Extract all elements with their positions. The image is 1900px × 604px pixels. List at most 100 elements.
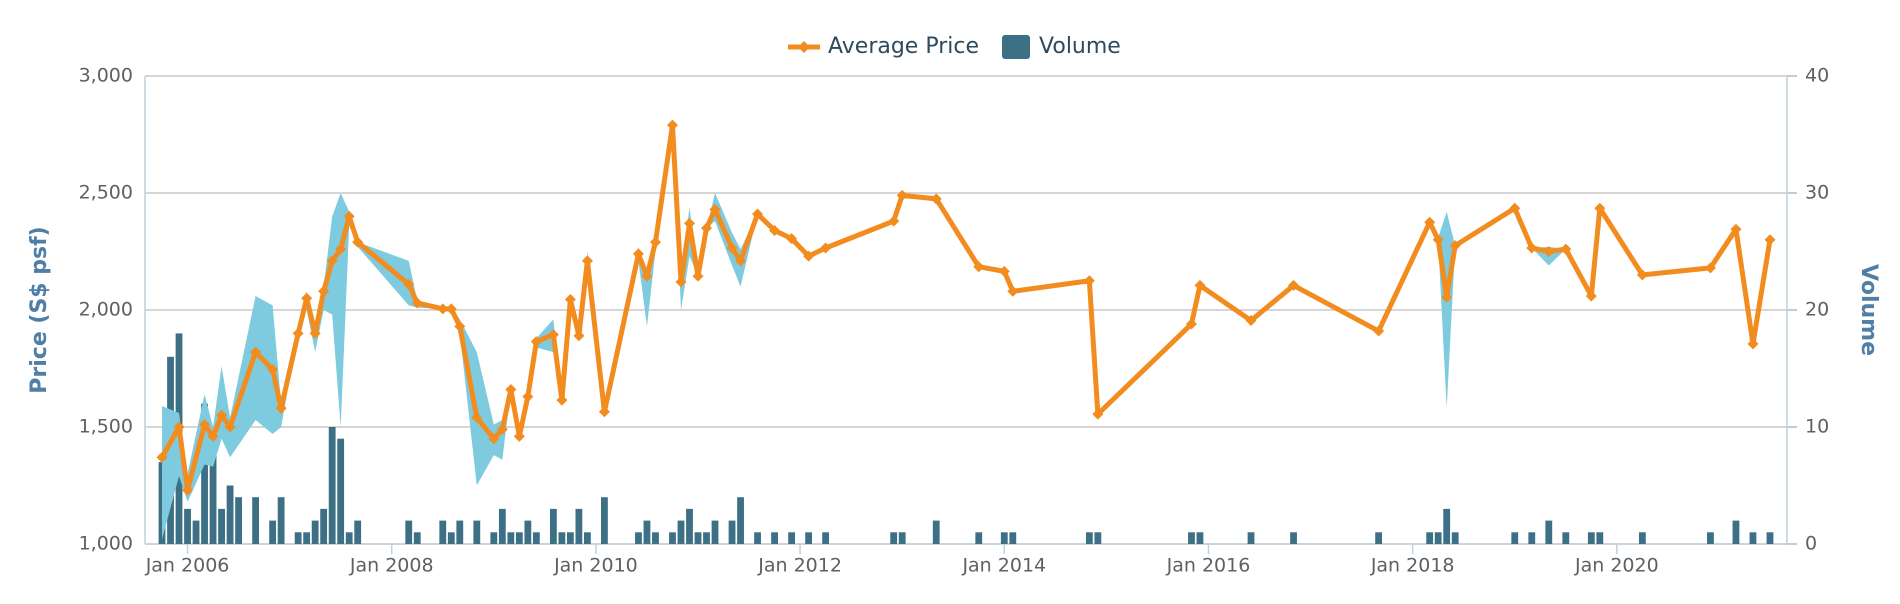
y-tick-label: 1,500: [79, 416, 133, 438]
price-marker: [326, 255, 338, 267]
price-marker: [454, 320, 466, 332]
volume-bar: [252, 497, 260, 544]
price-marker: [1432, 234, 1444, 246]
volume-bar: [354, 520, 362, 544]
price-marker: [335, 243, 347, 255]
price-marker: [1424, 216, 1436, 228]
price-marker: [930, 193, 942, 205]
volume-bar: [1749, 532, 1757, 544]
price-marker: [786, 233, 798, 245]
price-marker: [1526, 242, 1538, 254]
legend-swatch: [1002, 35, 1031, 59]
price-marker: [1288, 279, 1300, 291]
volume-bar: [1511, 532, 1519, 544]
volume-bar: [235, 497, 242, 544]
price-marker: [1194, 279, 1206, 291]
volume-bar: [558, 532, 566, 544]
y-tick-label: 3,000: [79, 65, 133, 87]
volume-bar: [1451, 532, 1459, 544]
volume-bar: [277, 497, 285, 544]
price-marker: [973, 261, 985, 273]
y-axis-title: Price (S$ psf): [27, 226, 52, 393]
price-marker: [403, 278, 415, 290]
price-marker: [692, 270, 704, 282]
volume-bar: [788, 532, 795, 544]
price-marker: [207, 430, 219, 442]
price-marker: [496, 423, 508, 435]
volume-bar: [345, 532, 353, 544]
volume-bar: [218, 508, 225, 544]
volume-bar: [643, 520, 651, 544]
price-marker: [1636, 269, 1648, 281]
volume-bar: [490, 532, 498, 544]
price-marker: [156, 451, 168, 463]
price-marker: [1585, 290, 1597, 302]
price-marker: [820, 242, 832, 254]
price-marker: [318, 285, 330, 297]
x-tick-label: Jan 2014: [961, 555, 1046, 577]
price-marker: [769, 224, 781, 236]
legend-label: Average Price: [828, 34, 979, 59]
volume-bar: [771, 532, 778, 544]
volume-bar: [1596, 532, 1604, 544]
price-marker: [513, 430, 525, 442]
price-marker: [598, 406, 610, 418]
volume-bar: [1707, 532, 1714, 544]
volume-bar: [532, 532, 540, 544]
x-tick-label: Jan 2008: [349, 555, 434, 577]
volume-bar: [703, 532, 710, 544]
price-marker: [1185, 318, 1197, 330]
volume-bar: [975, 532, 983, 544]
price-marker: [301, 292, 313, 304]
price-marker: [726, 242, 738, 254]
volume-bar: [1426, 532, 1434, 544]
plot: [145, 75, 1787, 545]
volume-bar: [677, 520, 685, 544]
volume-bar: [669, 532, 676, 544]
volume-bar: [320, 508, 328, 544]
price-marker: [1083, 275, 1095, 287]
volume-bar: [566, 532, 574, 544]
price-marker: [1092, 408, 1104, 420]
price-marker: [1730, 223, 1742, 235]
price-marker: [1594, 202, 1606, 214]
volume-bar: [192, 520, 200, 544]
volume-bar: [549, 508, 557, 544]
price-marker: [1007, 285, 1019, 297]
y-tick-label: 1,000: [79, 533, 133, 555]
y2-tick-label: 10: [1805, 416, 1829, 438]
volume-bar: [1545, 520, 1553, 544]
x-tick-label: Jan 2012: [757, 555, 842, 577]
price-marker: [173, 421, 185, 433]
volume-bar: [890, 532, 898, 544]
volume-bar: [294, 532, 302, 544]
price-marker: [581, 255, 593, 267]
price-marker: [683, 217, 695, 229]
y-tick-label: 2,500: [79, 182, 133, 204]
price-marker: [292, 327, 304, 339]
price-marker: [343, 210, 355, 222]
price-marker: [1373, 325, 1385, 337]
price-marker: [556, 394, 568, 406]
price-marker: [437, 303, 449, 315]
volume-bar: [337, 438, 345, 544]
x-tick-label: Jan 2018: [1370, 555, 1455, 577]
volume-bar: [932, 520, 940, 544]
volume-bar: [1094, 532, 1102, 544]
volume-bar: [303, 532, 311, 544]
y2-tick-label: 40: [1805, 65, 1829, 87]
price-marker: [224, 421, 236, 433]
price-marker: [1441, 291, 1453, 303]
volume-bar: [686, 508, 693, 544]
volume-bar: [1196, 532, 1204, 544]
volume-bar: [413, 532, 421, 544]
volume-bar: [805, 532, 813, 544]
volume-bar: [575, 508, 583, 544]
price-marker: [803, 250, 815, 262]
price-marker: [530, 336, 542, 348]
volume-bar: [524, 520, 532, 544]
legend-label: Volume: [1039, 34, 1121, 59]
price-marker: [896, 189, 908, 201]
